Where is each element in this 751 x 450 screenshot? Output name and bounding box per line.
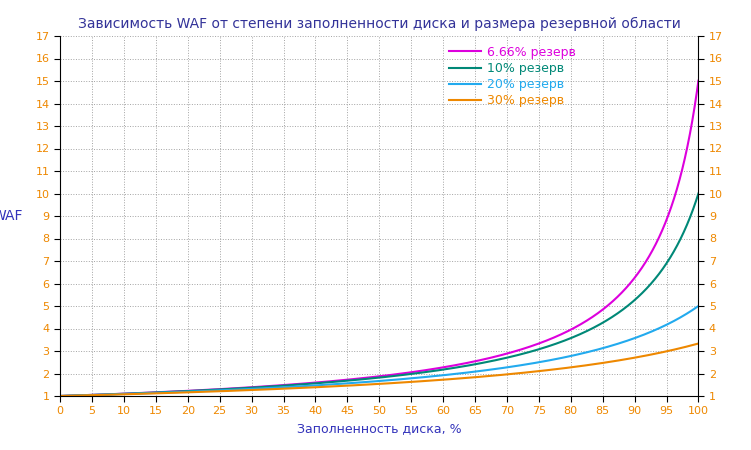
20% резерв <box>529 360 538 366</box>
6.66% резерв <box>56 393 65 399</box>
10% резерв <box>402 372 411 377</box>
6.66% резерв <box>440 364 449 370</box>
30% резерв <box>440 377 449 382</box>
20% резерв <box>300 383 309 389</box>
6.66% резерв <box>209 387 218 392</box>
20% резерв <box>694 303 703 309</box>
6.66% резерв <box>529 342 538 348</box>
30% резерв <box>56 393 65 399</box>
Line: 30% резерв: 30% резерв <box>60 343 698 396</box>
20% резерв <box>209 388 218 393</box>
10% резерв <box>56 393 65 399</box>
X-axis label: Заполненность диска, %: Заполненность диска, % <box>297 422 462 435</box>
6.66% резерв <box>402 370 411 376</box>
30% резерв <box>300 385 309 391</box>
10% резерв <box>300 382 309 387</box>
30% резерв <box>694 341 703 346</box>
10% резерв <box>209 387 218 392</box>
Title: Зависимость WAF от степени заполненности диска и размера резервной области: Зависимость WAF от степени заполненности… <box>78 17 680 31</box>
Line: 10% резерв: 10% резерв <box>60 194 698 396</box>
Line: 6.66% резерв: 6.66% резерв <box>60 81 698 396</box>
10% резерв <box>440 367 449 372</box>
Y-axis label: WAF: WAF <box>0 209 23 223</box>
6.66% резерв <box>300 381 309 386</box>
10% резерв <box>694 191 703 196</box>
10% резерв <box>99 392 108 397</box>
Legend: 6.66% резерв, 10% резерв, 20% резерв, 30% резерв: 6.66% резерв, 10% резерв, 20% резерв, 30… <box>449 46 576 107</box>
30% резерв <box>402 379 411 385</box>
6.66% резерв <box>694 78 703 83</box>
20% резерв <box>99 392 108 397</box>
30% резерв <box>99 392 108 398</box>
20% резерв <box>402 376 411 382</box>
6.66% резерв <box>99 392 108 397</box>
30% резерв <box>209 389 218 394</box>
20% резерв <box>56 393 65 399</box>
Line: 20% резерв: 20% резерв <box>60 306 698 396</box>
10% резерв <box>529 348 538 353</box>
20% резерв <box>440 373 449 378</box>
30% резерв <box>529 369 538 374</box>
